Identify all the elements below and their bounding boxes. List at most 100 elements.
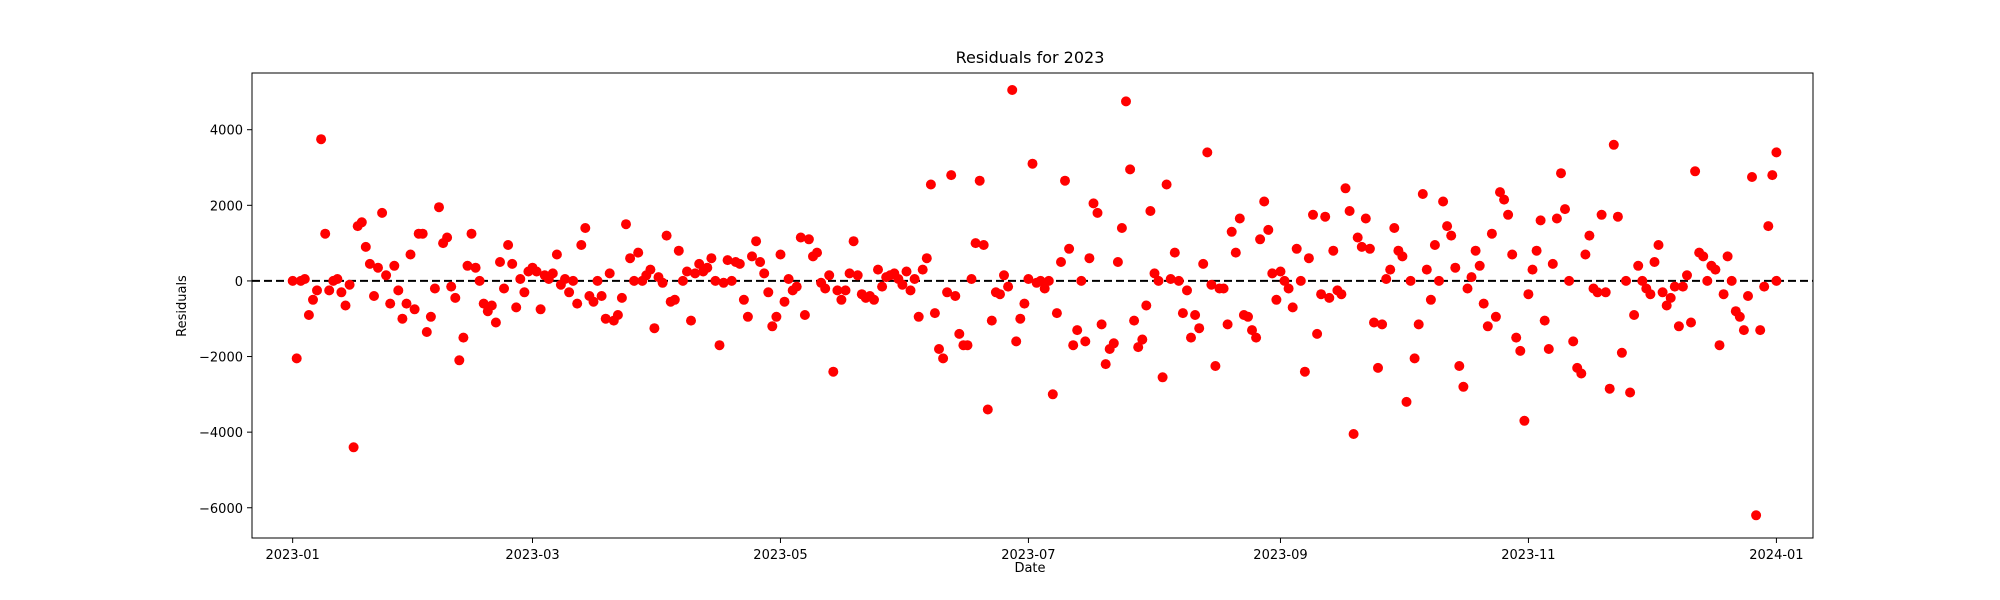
- residual-point: [1210, 361, 1221, 371]
- residual-point: [1259, 196, 1270, 207]
- residual-point: [1726, 275, 1737, 286]
- residual-point: [377, 207, 388, 218]
- residual-point: [625, 253, 636, 264]
- residual-point: [1116, 223, 1127, 233]
- residual-point: [560, 274, 570, 284]
- residual-point: [1275, 266, 1286, 277]
- residual-point: [1234, 213, 1245, 224]
- residual-point: [1702, 275, 1713, 286]
- residual-point: [1141, 300, 1152, 311]
- residual-point: [511, 302, 522, 313]
- x-tick-label: 2023-09: [1253, 548, 1307, 563]
- residual-point: [434, 202, 444, 213]
- residual-point: [1417, 189, 1428, 199]
- residual-point: [1466, 272, 1477, 283]
- residual-point: [495, 257, 505, 267]
- residual-point: [299, 274, 310, 284]
- residual-point: [1669, 281, 1680, 292]
- residual-point: [1340, 183, 1351, 194]
- residual-point: [1743, 291, 1753, 301]
- residual-point: [1625, 387, 1636, 398]
- residual-point: [1186, 332, 1196, 343]
- residual-point: [1584, 230, 1595, 241]
- residual-point: [1352, 232, 1363, 243]
- residual-point: [1596, 209, 1607, 220]
- residual-point: [576, 240, 587, 250]
- residual-point: [572, 298, 583, 309]
- residual-point: [686, 315, 696, 326]
- residual-point: [1344, 206, 1355, 216]
- residual-point: [1088, 198, 1099, 209]
- residual-point: [852, 270, 863, 281]
- residual-point: [1035, 275, 1046, 286]
- residual-point: [714, 340, 725, 351]
- residual-point: [1084, 253, 1095, 264]
- residual-point: [1454, 361, 1465, 371]
- residual-point: [1560, 204, 1570, 215]
- residual-point: [1503, 209, 1514, 220]
- residual-point: [478, 298, 489, 309]
- residual-point: [901, 266, 912, 277]
- residual-point: [1015, 313, 1026, 324]
- residual-point: [1255, 234, 1266, 245]
- residual-point: [1137, 334, 1148, 345]
- residual-point: [1755, 325, 1766, 336]
- residual-point: [458, 332, 469, 343]
- residual-point: [873, 264, 883, 275]
- residual-point: [364, 258, 375, 269]
- residual-point: [1413, 319, 1424, 330]
- residual-point: [429, 283, 440, 294]
- residual-point: [1759, 281, 1770, 292]
- residual-point: [747, 251, 757, 262]
- residual-point: [1543, 344, 1554, 354]
- residual-point: [369, 291, 379, 301]
- residual-point: [1373, 362, 1383, 373]
- residual-point: [897, 279, 908, 290]
- residual-point: [1653, 240, 1664, 250]
- residual-point: [1616, 347, 1627, 358]
- residual-point: [759, 268, 770, 279]
- residual-point: [373, 262, 383, 273]
- residual-point: [1539, 315, 1550, 326]
- residual-point: [1511, 332, 1522, 343]
- residual-point: [718, 277, 729, 288]
- residual-point: [828, 366, 839, 377]
- x-tick-label: 2023-01: [265, 548, 319, 563]
- residual-point: [1165, 274, 1176, 284]
- residual-point: [1149, 268, 1160, 279]
- x-tick-label: 2023-07: [1001, 548, 1055, 563]
- residual-point: [1446, 230, 1457, 241]
- residual-point: [1425, 294, 1436, 305]
- residual-point: [360, 241, 371, 252]
- y-axis-ticks: 4000 2000 0 −2000 −4000 −6000: [199, 124, 252, 517]
- residual-point: [1665, 292, 1676, 303]
- residual-point: [405, 249, 416, 260]
- residual-point: [385, 298, 396, 309]
- residual-point: [751, 236, 762, 247]
- residual-point: [1100, 359, 1111, 370]
- residual-point: [909, 274, 920, 284]
- residual-point: [905, 285, 916, 296]
- y-tick-label: −6000: [199, 502, 243, 517]
- residual-point: [1271, 294, 1282, 305]
- residual-point: [978, 240, 989, 250]
- residual-point: [1369, 317, 1379, 328]
- residual-point: [316, 134, 327, 145]
- residual-point: [1072, 325, 1083, 336]
- residual-point: [1056, 257, 1066, 267]
- residual-point: [1592, 287, 1603, 298]
- residual-point: [1621, 275, 1631, 286]
- residual-point: [1153, 275, 1164, 286]
- residual-point: [596, 291, 607, 301]
- residual-point: [1401, 396, 1412, 407]
- residual-point: [324, 285, 335, 296]
- residual-point: [1523, 289, 1534, 300]
- residual-point: [381, 270, 392, 281]
- residual-point: [1287, 302, 1298, 313]
- residual-point: [803, 234, 814, 245]
- residual-point: [1324, 292, 1335, 303]
- residual-point: [486, 300, 497, 311]
- residual-point: [1576, 368, 1587, 379]
- residual-point: [1222, 319, 1233, 330]
- residual-point: [1243, 311, 1253, 322]
